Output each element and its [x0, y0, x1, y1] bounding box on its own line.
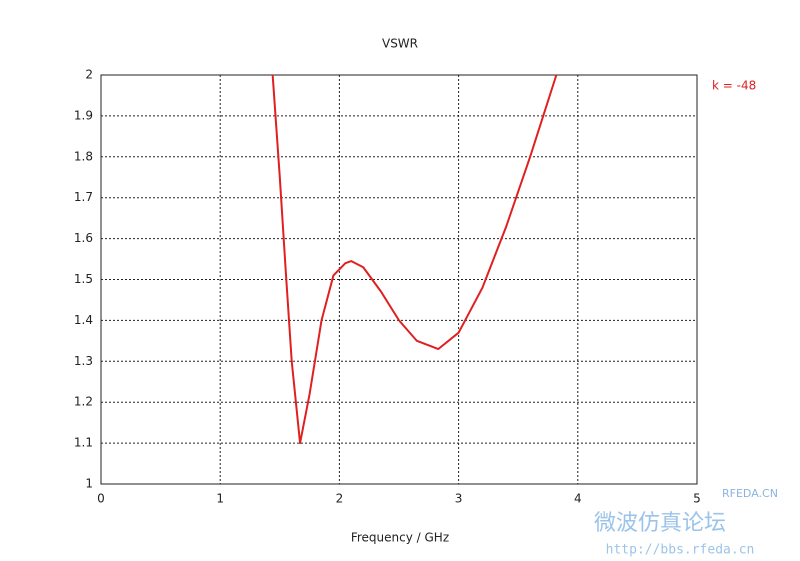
x-tick-label: 5 — [693, 492, 701, 506]
data-line — [271, 74, 558, 445]
x-tick-label: 4 — [574, 492, 582, 506]
x-tick-label: 3 — [455, 492, 463, 506]
watermark: RFEDA.CN — [722, 487, 778, 500]
annotation: k = -48 — [712, 79, 756, 93]
y-tick-label: 1.2 — [74, 395, 93, 409]
y-tick-label: 2 — [85, 68, 93, 82]
y-tick-label: 1.7 — [74, 190, 93, 204]
watermark: http://bbs.rfeda.cn — [606, 543, 755, 558]
y-tick-label: 1.4 — [74, 313, 93, 327]
y-tick-label: 1 — [85, 477, 93, 491]
y-tick-label: 1.5 — [74, 272, 93, 286]
x-tick-label: 1 — [216, 492, 224, 506]
x-tick-label: 2 — [336, 492, 344, 506]
y-tick-label: 1.6 — [74, 231, 93, 245]
chart-title: VSWR — [382, 37, 418, 51]
plot-frame — [100, 74, 698, 485]
watermark: 微波仿真论坛 — [594, 511, 726, 536]
y-tick-label: 1.3 — [74, 354, 93, 368]
y-tick-label: 1.8 — [74, 149, 93, 163]
x-axis-label: Frequency / GHz — [351, 531, 449, 545]
x-tick-label: 0 — [97, 492, 105, 506]
y-tick-label: 1.1 — [74, 436, 93, 450]
y-tick-label: 1.9 — [74, 108, 93, 122]
